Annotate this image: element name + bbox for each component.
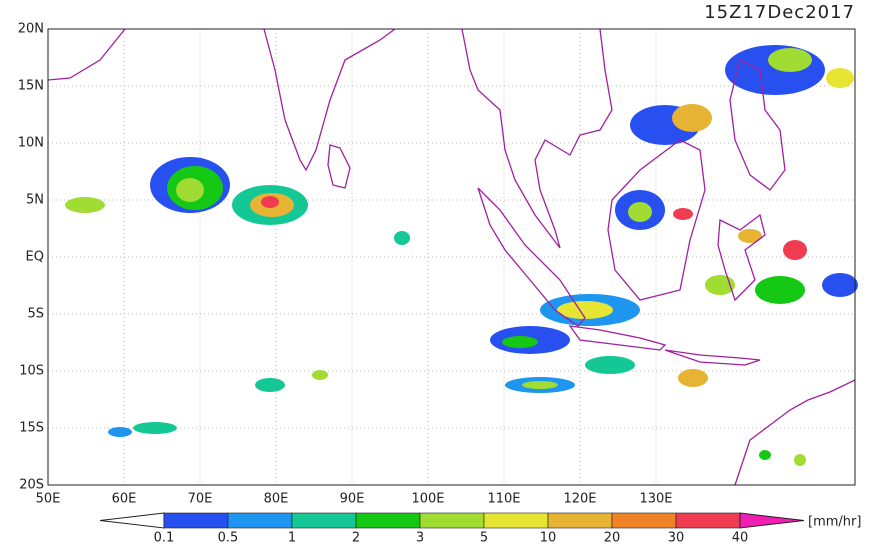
lat-label: EQ	[26, 250, 44, 265]
colorbar-segment	[355, 512, 421, 529]
lat-label: 15S	[19, 421, 44, 436]
colorbar-label: 20	[604, 531, 621, 545]
rain	[65, 45, 858, 466]
lon-label: 50E	[36, 492, 61, 507]
lat-label: 15N	[18, 79, 44, 94]
colorbar-segment	[483, 512, 549, 529]
grid	[47, 28, 855, 486]
colorbar-segment	[227, 512, 293, 529]
lat-label: 20N	[18, 22, 44, 37]
colorbar-under	[99, 512, 165, 529]
colorbar-label: 5	[480, 531, 488, 545]
lon-label: 80E	[264, 492, 289, 507]
lat-label: 5N	[26, 193, 44, 208]
lon-label: 70E	[188, 492, 213, 507]
colorbar	[99, 512, 805, 529]
colorbar-segment	[675, 512, 741, 529]
lon-label: 120E	[563, 492, 596, 507]
lon-label: 130E	[639, 492, 672, 507]
frame	[47, 28, 856, 486]
colorbar-segment	[547, 512, 613, 529]
lat-label: 10N	[18, 136, 44, 151]
coastlines	[47, 28, 856, 486]
colorbar-label: 1	[288, 531, 296, 545]
map-title: 15Z17Dec2017	[704, 2, 855, 23]
lon-label: 60E	[112, 492, 137, 507]
colorbar-label: 10	[540, 531, 557, 545]
colorbar-segment	[611, 512, 677, 529]
colorbar-label: 3	[416, 531, 424, 545]
colorbar-over	[739, 512, 805, 529]
colorbar-segment	[291, 512, 357, 529]
colorbar-label: 30	[668, 531, 685, 545]
colorbar-unit: [mm/hr]	[808, 515, 861, 530]
lon-label: 100E	[411, 492, 444, 507]
colorbar-segment	[419, 512, 485, 529]
lat-label: 5S	[27, 307, 44, 322]
colorbar-label: 2	[352, 531, 360, 545]
colorbar-segment	[163, 512, 229, 529]
lon-label: 110E	[487, 492, 520, 507]
lon-label: 90E	[340, 492, 365, 507]
colorbar-label: 0.5	[218, 531, 239, 545]
colorbar-label: 40	[732, 531, 749, 545]
lat-label: 10S	[19, 364, 44, 379]
lat-label: 20S	[19, 478, 44, 493]
colorbar-label: 0.1	[154, 531, 175, 545]
